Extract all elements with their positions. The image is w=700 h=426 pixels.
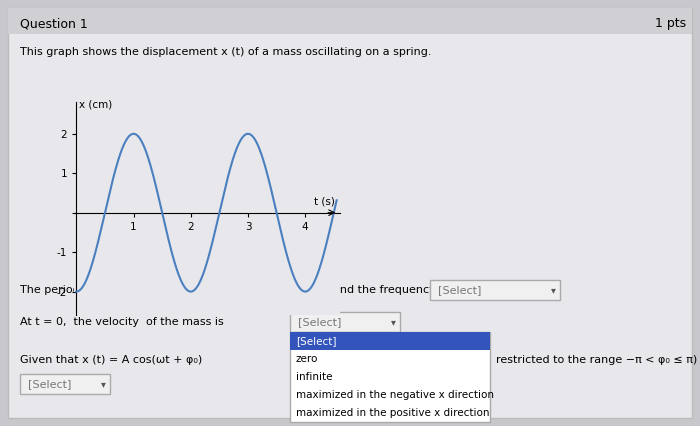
Text: 1 pts: 1 pts	[655, 17, 686, 31]
Text: Question 1: Question 1	[20, 17, 88, 31]
Bar	[195, 280, 325, 300]
Bar	[8, 8, 692, 34]
Bar	[430, 280, 560, 300]
Text: 2 s: 2 s	[203, 285, 219, 295]
Text: maximized in the positive x direction: maximized in the positive x direction	[296, 408, 489, 418]
Text: infinite: infinite	[296, 372, 332, 382]
Text: x (cm): x (cm)	[79, 99, 113, 109]
Text: [Select]: [Select]	[28, 379, 71, 389]
Text: zero: zero	[296, 354, 318, 364]
Text: ▾: ▾	[551, 285, 556, 295]
Bar	[20, 374, 110, 394]
Text: [Select]: [Select]	[298, 317, 342, 327]
Text: This graph shows the displacement x (t) of a mass oscillating on a spring.: This graph shows the displacement x (t) …	[20, 47, 431, 57]
Text: The period of oscillation is: The period of oscillation is	[20, 285, 166, 295]
Text: t (s): t (s)	[314, 197, 335, 207]
Text: ▾: ▾	[101, 379, 106, 389]
Text: [Select]: [Select]	[438, 285, 482, 295]
Text: At t = 0,  the velocity  of the mass is: At t = 0, the velocity of the mass is	[20, 317, 224, 327]
Text: restricted to the range −π < φ₀ ≤ π) is: restricted to the range −π < φ₀ ≤ π) is	[496, 355, 700, 365]
Text: ▾: ▾	[316, 285, 321, 295]
Text: maximized in the negative x direction: maximized in the negative x direction	[296, 390, 494, 400]
Bar	[290, 332, 490, 422]
Text: and the frequency is: and the frequency is	[333, 285, 448, 295]
Text: [Select]: [Select]	[296, 336, 337, 346]
Bar	[290, 332, 490, 350]
Bar	[290, 312, 400, 332]
Text: ▾: ▾	[391, 317, 396, 327]
Text: Given that x (t) = A cos(ωt + φ₀): Given that x (t) = A cos(ωt + φ₀)	[20, 355, 202, 365]
